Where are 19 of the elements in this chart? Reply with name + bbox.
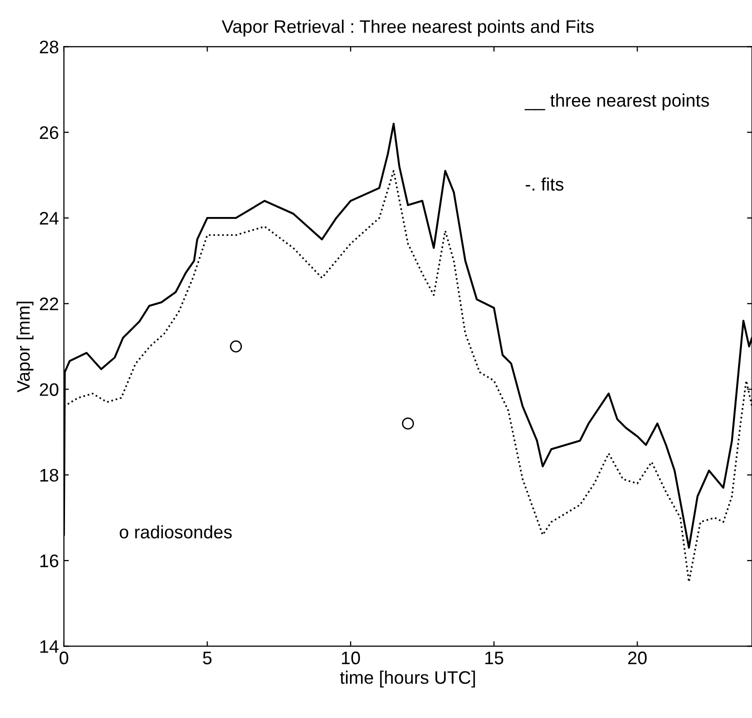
y-tick-label: 16	[40, 554, 58, 568]
y-tick-label: 20	[40, 383, 58, 396]
x-tick-label: 5	[202, 652, 212, 664]
annotation: __ three nearest points	[524, 94, 709, 110]
x-axis-title: time [hours UTC]	[340, 670, 475, 688]
x-tick-label: 15	[485, 652, 504, 664]
x-tick-label: 20	[628, 652, 647, 664]
y-tick-label: 18	[40, 468, 58, 482]
annotation: o radiosondes	[120, 525, 232, 538]
y-tick-label: 26	[40, 126, 58, 140]
chart-title: Vapor Retrieval : Three nearest points and Fits	[222, 20, 594, 37]
y-tick-label: 22	[40, 298, 58, 310]
y-axis-title: Vapor [mm]	[16, 302, 34, 392]
x-tick-label: 0	[60, 652, 68, 664]
y-tick-label: 24	[40, 212, 59, 225]
annotation: -. fits	[526, 177, 564, 191]
y-tick-label: 14	[40, 640, 59, 653]
x-tick-label: 10	[342, 652, 360, 664]
y-tick-label: 28	[40, 40, 58, 54]
